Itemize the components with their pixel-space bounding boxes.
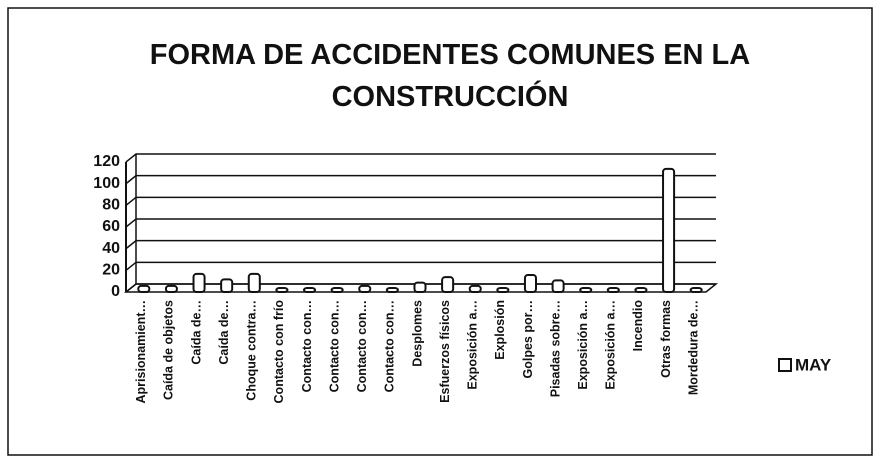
- grid-line: [125, 283, 716, 293]
- bar: [468, 284, 482, 294]
- x-tick-label: Pisadas sobre…: [548, 300, 562, 397]
- bar: [523, 274, 538, 293]
- bar: [579, 287, 593, 293]
- bar: [330, 287, 344, 293]
- grid-line: [125, 261, 716, 271]
- x-tick-label: Contacto con…: [355, 300, 369, 392]
- x-tick-label: Explosión: [493, 300, 507, 360]
- y-tick-label: 100: [93, 175, 120, 192]
- legend-label: MAY: [795, 355, 832, 374]
- bar: [220, 278, 234, 294]
- x-tick-label: Contacto con…: [300, 300, 314, 392]
- bar: [192, 272, 206, 293]
- x-tick-label: Caída de…: [217, 300, 231, 365]
- bar: [634, 287, 648, 293]
- x-tick-label: Golpes por…: [521, 300, 535, 378]
- x-tick-label: Exposición a…: [466, 300, 480, 390]
- bar: [358, 284, 372, 294]
- chart-title: FORMA DE ACCIDENTES COMUNES EN LA CONSTR…: [149, 39, 751, 113]
- y-tick-label: 60: [102, 218, 120, 235]
- x-tick-label: Contacto con…: [327, 300, 341, 392]
- grid-line: [125, 196, 716, 206]
- bar: [496, 287, 510, 293]
- bar: [385, 287, 399, 293]
- bar: [441, 276, 455, 293]
- x-tick-label: Esfuerzos físicos: [438, 300, 452, 403]
- bar: [247, 272, 261, 293]
- legend-swatch: [778, 358, 792, 372]
- bar: [164, 284, 178, 294]
- bar: [689, 287, 703, 293]
- x-tick-label: Caída de…: [189, 300, 203, 365]
- x-tick-label: Desplomes: [410, 300, 424, 367]
- x-tick-label: Exposición a…: [576, 300, 590, 390]
- x-tick-label: Otras formas: [659, 300, 673, 378]
- frame: [7, 7, 873, 456]
- y-tick-label: 120: [93, 153, 120, 170]
- x-tick-label: Caída de objetos: [162, 300, 176, 400]
- bar: [413, 281, 427, 294]
- bar: [551, 279, 565, 293]
- y-tick-label: 80: [102, 197, 120, 214]
- grid-line: [125, 174, 716, 185]
- grid-line: [125, 153, 716, 163]
- x-tick-label: Incendio: [631, 300, 645, 352]
- y-tick-label: 0: [111, 283, 120, 300]
- bar: [137, 284, 151, 294]
- grid-line: [125, 239, 716, 250]
- bar: [275, 287, 289, 293]
- x-tick-label: Contacto con frío: [272, 300, 286, 404]
- y-tick-label: 20: [102, 262, 120, 279]
- x-tick-label: Mordedura de…: [686, 300, 700, 395]
- bar: [303, 287, 317, 293]
- x-tick-label: Aprisionamient…: [134, 300, 148, 404]
- x-tick-label: Choque contra…: [245, 300, 259, 401]
- bar: [662, 167, 676, 293]
- x-tick-label: Exposición a…: [604, 300, 618, 390]
- grid-line: [125, 218, 716, 228]
- bar: [606, 287, 620, 293]
- x-tick-label: Contacto con…: [383, 300, 397, 392]
- y-tick-label: 40: [102, 240, 120, 257]
